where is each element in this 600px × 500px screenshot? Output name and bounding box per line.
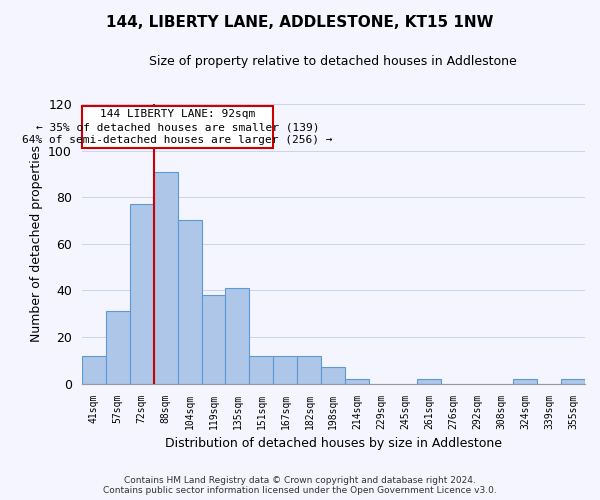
Bar <box>274 356 298 384</box>
Bar <box>250 356 274 384</box>
Bar <box>82 106 274 148</box>
Bar <box>106 312 130 384</box>
Bar <box>346 379 369 384</box>
Bar <box>202 295 226 384</box>
Bar <box>322 368 346 384</box>
Bar <box>298 356 322 384</box>
Y-axis label: Number of detached properties: Number of detached properties <box>29 146 43 342</box>
Text: Contains HM Land Registry data © Crown copyright and database right 2024.
Contai: Contains HM Land Registry data © Crown c… <box>103 476 497 495</box>
Text: 144 LIBERTY LANE: 92sqm
← 35% of detached houses are smaller (139)
64% of semi-d: 144 LIBERTY LANE: 92sqm ← 35% of detache… <box>22 109 333 146</box>
Bar <box>82 356 106 384</box>
Bar <box>178 220 202 384</box>
Title: Size of property relative to detached houses in Addlestone: Size of property relative to detached ho… <box>149 55 517 68</box>
Bar <box>561 379 585 384</box>
Bar <box>417 379 441 384</box>
Bar <box>226 288 250 384</box>
Bar <box>130 204 154 384</box>
X-axis label: Distribution of detached houses by size in Addlestone: Distribution of detached houses by size … <box>165 437 502 450</box>
Bar <box>513 379 537 384</box>
Bar <box>154 172 178 384</box>
Text: 144, LIBERTY LANE, ADDLESTONE, KT15 1NW: 144, LIBERTY LANE, ADDLESTONE, KT15 1NW <box>106 15 494 30</box>
